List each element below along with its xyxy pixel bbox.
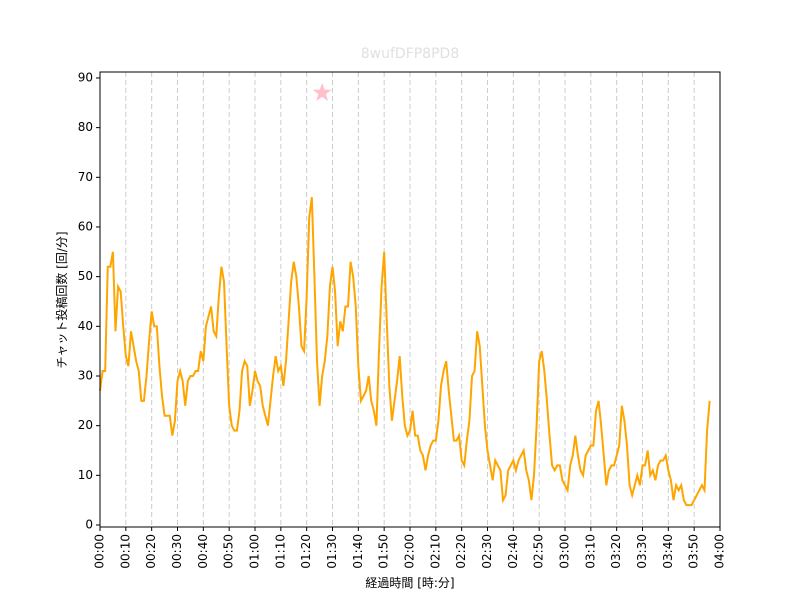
x-tick-label: 00:50 <box>222 534 236 569</box>
x-tick-label: 02:00 <box>403 534 417 569</box>
x-tick-label: 01:10 <box>273 534 287 569</box>
x-tick-label: 01:20 <box>299 534 313 569</box>
y-tick-label: 70 <box>78 170 93 184</box>
x-tick-label: 00:20 <box>144 534 158 569</box>
chart-title: 8wufDFP8PD8 <box>361 46 459 62</box>
y-tick-label: 60 <box>78 219 93 233</box>
x-tick-label: 03:00 <box>558 534 572 569</box>
y-tick-label: 30 <box>78 368 93 382</box>
x-tick-label: 02:50 <box>532 534 546 569</box>
x-tick-label: 03:40 <box>661 534 675 569</box>
x-tick-label: 00:00 <box>93 534 107 569</box>
x-tick-label: 00:40 <box>196 534 210 569</box>
x-tick-label: 01:50 <box>377 534 391 569</box>
x-tick-label: 04:00 <box>713 534 727 569</box>
x-tick-label: 03:20 <box>609 534 623 569</box>
y-tick-label: 90 <box>78 70 93 84</box>
x-tick-label: 03:30 <box>635 534 649 569</box>
y-axis-label: チャット投稿回数 [回/分] <box>54 231 69 368</box>
y-tick-label: 0 <box>85 518 93 532</box>
x-tick-label: 01:30 <box>325 534 339 569</box>
x-axis-label: 経過時間 [時:分] <box>365 576 454 590</box>
x-tick-label: 02:30 <box>480 534 494 569</box>
star-marker <box>312 82 332 101</box>
y-tick-label: 40 <box>78 319 93 333</box>
y-tick-label: 20 <box>78 418 93 432</box>
x-tick-label: 01:00 <box>248 534 262 569</box>
x-tick-label: 01:40 <box>351 534 365 569</box>
x-tick-label: 02:20 <box>454 534 468 569</box>
x-tick-label: 02:10 <box>428 534 442 569</box>
y-tick-label: 10 <box>78 468 93 482</box>
x-tick-label: 03:10 <box>583 534 597 569</box>
x-tick-label: 03:50 <box>687 534 701 569</box>
y-tick-label: 80 <box>78 120 93 134</box>
x-tick-label: 00:10 <box>118 534 132 569</box>
plot-frame <box>99 71 721 528</box>
line-series <box>99 197 711 507</box>
x-tick-label: 02:40 <box>506 534 520 569</box>
y-tick-label: 50 <box>78 269 93 283</box>
x-tick-label: 00:30 <box>170 534 184 569</box>
